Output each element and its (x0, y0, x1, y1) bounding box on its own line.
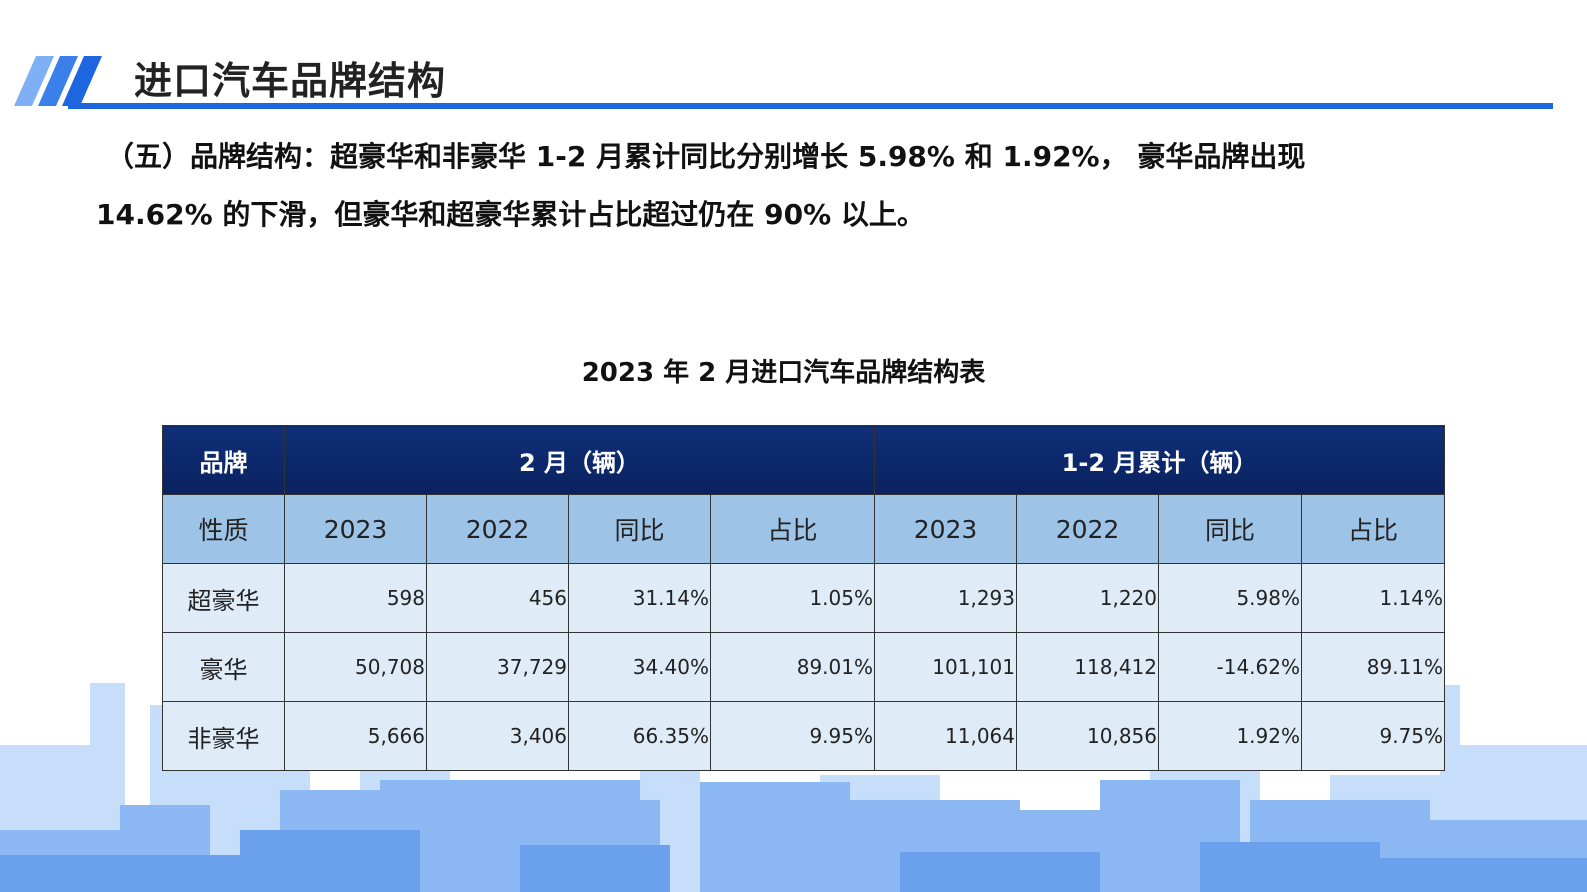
table-row: 超豪华 598 456 31.14% 1.05% 1,293 1,220 5.9… (162, 563, 1446, 633)
cell-feb-share: 9.95% (710, 701, 875, 771)
table-header-row-1: 品牌 2 月（辆） 1-2 月累计（辆） (162, 425, 1446, 495)
header-cum-2022: 2022 (1016, 494, 1159, 564)
cell-feb-2023: 598 (284, 563, 427, 633)
header-group-jan-feb: 1-2 月累计（辆） (873, 425, 1446, 495)
header-group-feb: 2 月（辆） (284, 425, 875, 495)
table-row: 非豪华 5,666 3,406 66.35% 9.95% 11,064 10,8… (162, 701, 1446, 771)
summary-line-2: 14.62% 的下滑，但豪华和超豪华累计占比超过仍在 90% 以上。 (96, 198, 925, 231)
cell-cum-yoy: -14.62% (1158, 632, 1302, 702)
cell-cum-2022: 118,412 (1016, 632, 1159, 702)
table-header-row-2: 性质 2023 2022 同比 占比 2023 2022 同比 占比 (162, 494, 1446, 564)
cell-cum-2023: 101,101 (874, 632, 1017, 702)
cell-cum-2023: 1,293 (874, 563, 1017, 633)
header-feb-yoy: 同比 (568, 494, 711, 564)
row-name: 非豪华 (162, 701, 285, 771)
cell-cum-yoy: 5.98% (1158, 563, 1302, 633)
summary-line-1: （五）品牌结构：超豪华和非豪华 1-2 月累计同比分别增长 5.98% 和 1.… (106, 140, 1306, 173)
brand-structure-table: 品牌 2 月（辆） 1-2 月累计（辆） 性质 2023 2022 同比 占比 … (162, 425, 1446, 771)
cell-feb-share: 89.01% (710, 632, 875, 702)
summary-paragraph: （五）品牌结构：超豪华和非豪华 1-2 月累计同比分别增长 5.98% 和 1.… (96, 128, 1436, 244)
cell-feb-2022: 37,729 (426, 632, 569, 702)
table-caption: 2023 年 2 月进口汽车品牌结构表 (581, 358, 986, 388)
cell-cum-2022: 10,856 (1016, 701, 1159, 771)
cell-feb-2022: 3,406 (426, 701, 569, 771)
page-title: 进口汽车品牌结构 (134, 59, 447, 103)
row-name: 超豪华 (162, 563, 285, 633)
cell-feb-yoy: 66.35% (568, 701, 711, 771)
cell-feb-2023: 50,708 (284, 632, 427, 702)
cell-cum-share: 1.14% (1300, 563, 1446, 633)
header-cum-yoy: 同比 (1158, 494, 1302, 564)
cell-cum-share: 9.75% (1300, 701, 1446, 771)
cell-cum-2022: 1,220 (1016, 563, 1159, 633)
row-name: 豪华 (162, 632, 285, 702)
header-feb-share: 占比 (710, 494, 875, 564)
cell-cum-2023: 11,064 (874, 701, 1017, 771)
header-cum-share: 占比 (1300, 494, 1446, 564)
cell-feb-yoy: 31.14% (568, 563, 711, 633)
header-brand: 品牌 (162, 425, 285, 495)
table-row: 豪华 50,708 37,729 34.40% 89.01% 101,101 1… (162, 632, 1446, 702)
header-nature: 性质 (162, 494, 285, 564)
cell-feb-yoy: 34.40% (568, 632, 711, 702)
header-feb-2023: 2023 (284, 494, 427, 564)
cell-feb-2022: 456 (426, 563, 569, 633)
header-feb-2022: 2022 (426, 494, 569, 564)
title-underline (68, 103, 1553, 109)
cell-cum-share: 89.11% (1300, 632, 1446, 702)
cell-cum-yoy: 1.92% (1158, 701, 1302, 771)
title-stripes-icon (14, 56, 102, 106)
header-cum-2023: 2023 (874, 494, 1017, 564)
cell-feb-share: 1.05% (710, 563, 875, 633)
cell-feb-2023: 5,666 (284, 701, 427, 771)
